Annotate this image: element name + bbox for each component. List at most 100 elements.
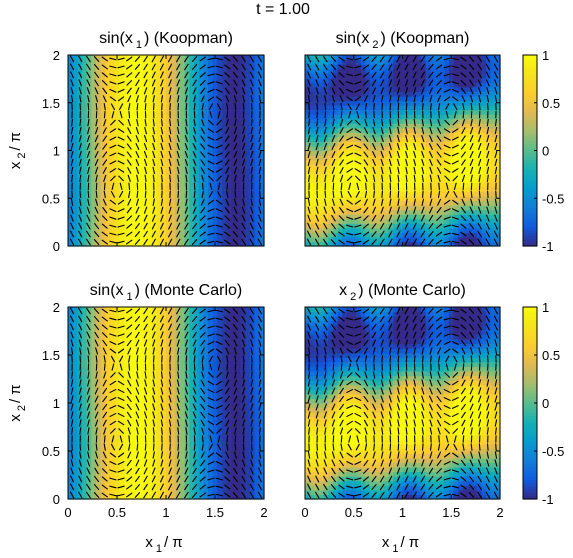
heatmap-cell bbox=[472, 205, 478, 211]
heatmap-cell bbox=[374, 77, 380, 83]
heatmap-cell bbox=[128, 236, 134, 243]
heatmap-cell bbox=[467, 64, 473, 70]
heatmap-cell bbox=[198, 132, 204, 138]
heatmap-cell bbox=[166, 73, 172, 79]
heatmap-cell bbox=[105, 164, 111, 170]
direction-arrow bbox=[443, 65, 451, 69]
heatmap-cell bbox=[189, 95, 195, 102]
heatmap-cell bbox=[203, 241, 209, 247]
heatmap-cell bbox=[170, 105, 176, 111]
direction-arrow bbox=[365, 110, 367, 119]
heatmap-cell bbox=[166, 105, 172, 111]
direction-arrow bbox=[258, 134, 262, 143]
heatmap-cell bbox=[309, 100, 315, 106]
heatmap-cell bbox=[444, 100, 450, 106]
heatmap-cell bbox=[356, 68, 362, 74]
direction-arrow bbox=[207, 88, 215, 93]
direction-arrow bbox=[250, 174, 253, 183]
heatmap-cell bbox=[305, 68, 311, 74]
direction-arrow bbox=[323, 166, 327, 175]
direction-arrow bbox=[224, 207, 230, 214]
heatmap-cell bbox=[374, 159, 380, 165]
heatmap-cell bbox=[100, 73, 106, 79]
heatmap-cell bbox=[323, 177, 329, 183]
direction-arrow bbox=[354, 199, 361, 205]
heatmap-cell bbox=[393, 209, 399, 215]
heatmap-cell bbox=[68, 375, 74, 381]
heatmap-cell bbox=[166, 186, 172, 193]
heatmap-cell bbox=[245, 64, 251, 70]
heatmap-cell bbox=[360, 95, 366, 102]
direction-arrow bbox=[451, 160, 459, 165]
heatmap-cell bbox=[393, 200, 399, 206]
direction-arrow bbox=[242, 190, 245, 199]
heatmap-cell bbox=[453, 164, 459, 170]
direction-arrow bbox=[429, 95, 433, 103]
heatmap-cell bbox=[72, 209, 78, 215]
heatmap-cell bbox=[240, 155, 246, 161]
heatmap-cell bbox=[236, 95, 242, 102]
heatmap-cell bbox=[212, 159, 218, 165]
heatmap-cell bbox=[156, 127, 162, 133]
heatmap-cell bbox=[68, 205, 74, 211]
heatmap-cell bbox=[86, 59, 92, 65]
heatmap-cell bbox=[458, 109, 464, 115]
heatmap-cell bbox=[462, 214, 469, 220]
heatmap-cell bbox=[203, 91, 209, 97]
heatmap-cell bbox=[379, 177, 385, 183]
heatmap-cell bbox=[323, 236, 329, 243]
heatmap-cell bbox=[374, 182, 380, 188]
heatmap-cell bbox=[481, 86, 487, 92]
heatmap-cell bbox=[217, 241, 223, 247]
heatmap-cell bbox=[250, 95, 256, 102]
direction-arrow bbox=[117, 57, 125, 61]
heatmap-cell bbox=[318, 218, 325, 224]
heatmap-cell bbox=[397, 77, 404, 83]
heatmap-cell bbox=[68, 186, 74, 193]
heatmap-cell bbox=[388, 95, 394, 102]
heatmap-cell bbox=[453, 141, 459, 147]
direction-arrow bbox=[443, 152, 451, 157]
direction-arrow bbox=[307, 230, 312, 238]
heatmap-cell bbox=[439, 77, 445, 83]
direction-arrow bbox=[168, 230, 173, 238]
direction-arrow bbox=[429, 127, 433, 135]
direction-arrow bbox=[126, 64, 133, 70]
heatmap-cell bbox=[124, 118, 130, 124]
heatmap-cell bbox=[467, 159, 473, 165]
direction-arrow bbox=[185, 174, 188, 183]
direction-arrow bbox=[184, 230, 189, 238]
heatmap-cell bbox=[82, 55, 88, 61]
heatmap-cell bbox=[342, 127, 348, 133]
direction-arrow bbox=[363, 135, 369, 142]
heatmap-cell bbox=[360, 59, 366, 65]
direction-arrow bbox=[478, 87, 482, 95]
heatmap-cell bbox=[161, 168, 167, 174]
heatmap-cell bbox=[68, 430, 74, 436]
direction-arrow bbox=[460, 215, 467, 221]
direction-arrow bbox=[117, 136, 125, 141]
heatmap-cell bbox=[402, 214, 408, 220]
heatmap-cell bbox=[476, 150, 483, 156]
heatmap-cell bbox=[166, 227, 172, 233]
heatmap-cell bbox=[458, 236, 464, 243]
heatmap-cell bbox=[346, 182, 353, 188]
direction-arrow bbox=[323, 134, 327, 143]
heatmap-cell bbox=[245, 150, 251, 156]
heatmap-cell bbox=[481, 173, 487, 179]
heatmap-cell bbox=[105, 182, 111, 188]
heatmap-cell bbox=[453, 150, 459, 156]
heatmap-cell bbox=[203, 218, 209, 224]
tick-marks bbox=[304, 54, 501, 247]
heatmap-cell bbox=[250, 214, 256, 220]
heatmap-cell bbox=[77, 82, 83, 88]
colorbar-segment bbox=[523, 160, 537, 164]
heatmap-cell bbox=[305, 223, 311, 229]
direction-arrow bbox=[362, 72, 369, 78]
heatmap-cell bbox=[231, 100, 237, 106]
heatmap-cell bbox=[458, 205, 464, 211]
heatmap-cell bbox=[245, 218, 251, 224]
heatmap-cell bbox=[332, 191, 339, 197]
heatmap-cell bbox=[425, 164, 431, 170]
heatmap-cell bbox=[161, 123, 167, 129]
